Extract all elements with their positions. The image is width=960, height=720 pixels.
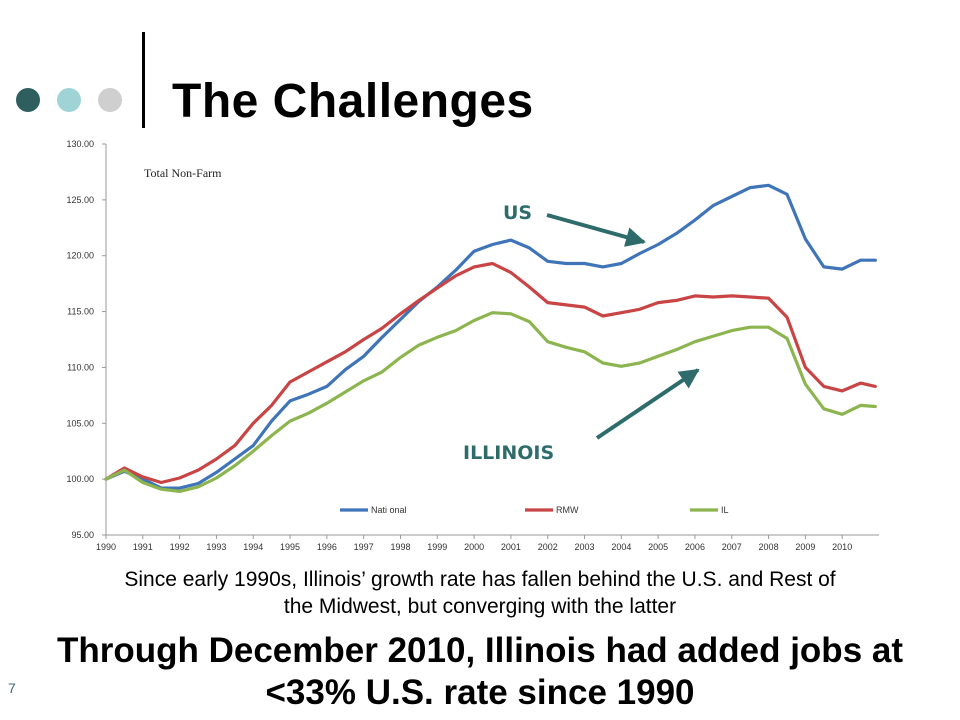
legend: Nati onal RMW IL [340,505,729,515]
y-tick-label: 100.00 [66,474,94,484]
series-lines [104,183,877,493]
x-tick-label: 2002 [538,542,558,552]
x-tick-label: 1990 [96,542,116,552]
caption: Since early 1990s, Illinois’ growth rate… [20,566,940,620]
dot-light-teal [57,88,81,112]
legend-label: IL [721,505,729,515]
x-tick-label: 1998 [390,542,410,552]
series-line-rmw [104,261,877,485]
arrow-illinois [595,368,700,440]
x-tick-label: 2007 [722,542,742,552]
x-tick-label: 2009 [795,542,815,552]
caption-line-2: the Midwest, but converging with the lat… [283,595,677,618]
legend-label: RMW [556,505,579,515]
page-number: 7 [8,680,16,696]
chart-title: Total Non-Farm [144,166,222,180]
y-tick-label: 125.00 [66,195,94,205]
title-divider [142,32,145,128]
y-tick-label: 95.00 [71,530,94,540]
y-tick-label: 130.00 [66,139,94,149]
x-tick-label: 2006 [685,542,705,552]
x-tick-label: 1995 [280,542,300,552]
x-tick-label: 1993 [206,542,226,552]
x-tick-label: 1994 [243,542,263,552]
dot-dark [16,88,40,112]
y-tick-label: 120.00 [66,251,94,261]
annotation-illinois: ILLINOIS [463,442,554,464]
x-tick-label: 2010 [832,542,852,552]
x-tick-label: 2000 [464,542,484,552]
x-tick-label: 1997 [354,542,374,552]
employment-line-chart: 95.00 100.00 105.00 110.00 115.00 120.00 125.0… [66,139,879,552]
x-tick-label: 2005 [648,542,668,552]
y-tick-label: 105.00 [66,418,94,428]
x-axis: 1990 1991 1992 1993 1994 1995 1996 1997 1998 1999… [96,534,879,552]
y-tick-label: 115.00 [67,307,94,317]
x-tick-label: 1996 [317,542,337,552]
caption-line-1: Since early 1990s, Illinois’ growth rate… [124,568,836,591]
x-tick-label: 2001 [501,542,521,552]
legend-label: Nati onal [371,505,407,515]
x-tick-label: 1999 [427,542,447,552]
headline: Through December 2010, Illinois had adde… [10,630,950,714]
y-axis: 95.00 100.00 105.00 110.00 115.00 120.00 125.0… [66,139,107,540]
x-tick-label: 1992 [170,542,190,552]
y-tick-label: 110.00 [67,362,94,372]
headline-line-2: <33% U.S. rate since 1990 [265,673,695,712]
dot-grey [98,88,122,112]
x-tick-label: 2003 [575,542,595,552]
x-tick-label: 2008 [759,542,779,552]
annotation-us: US [503,202,532,224]
headline-line-1: Through December 2010, Illinois had adde… [56,631,903,670]
x-tick-label: 1991 [133,542,153,552]
annotations: US ILLINOIS [463,202,700,464]
x-tick-label: 2004 [611,542,631,552]
series-line-il [104,311,877,493]
slide-title: The Challenges [172,75,534,128]
arrow-us [546,213,646,247]
series-line-national [104,183,877,490]
